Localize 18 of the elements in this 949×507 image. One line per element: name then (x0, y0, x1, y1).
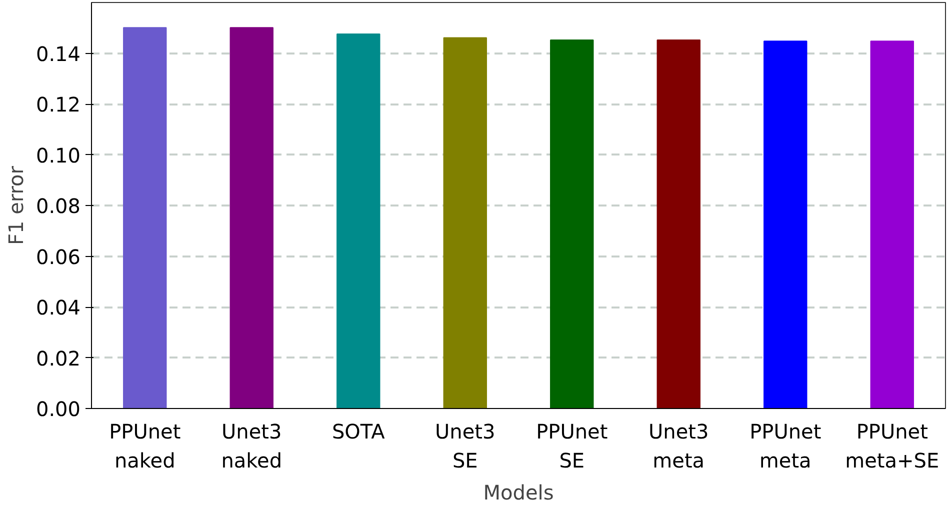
x-tick-label: SOTA (332, 420, 386, 444)
x-tick-label: Unet3 meta (648, 420, 709, 472)
x-tick-label: PPUnet meta (750, 420, 822, 472)
y-tick-label: 0.06 (36, 244, 80, 269)
x-tick-label: PPUnet naked (109, 420, 181, 472)
y-tick-label: 0.08 (36, 194, 80, 218)
x-axis-title: Models (483, 480, 554, 504)
y-tick-label: 0.02 (36, 346, 80, 370)
y-tick-label: 0.12 (36, 92, 80, 116)
y-axis-title: F1 error (4, 165, 28, 245)
x-tick-label: PPUnet meta+SE (845, 420, 940, 472)
x-tick-label: Unet3 SE (435, 420, 496, 472)
x-tick-label: Unet3 naked (221, 420, 282, 472)
y-tick-label: 0.14 (36, 42, 80, 66)
x-tick-label: PPUnet SE (536, 420, 608, 472)
y-tick-label: 0.04 (36, 296, 80, 320)
y-tick-label: 0.10 (36, 143, 80, 168)
y-tick-label: 0.00 (36, 397, 80, 421)
